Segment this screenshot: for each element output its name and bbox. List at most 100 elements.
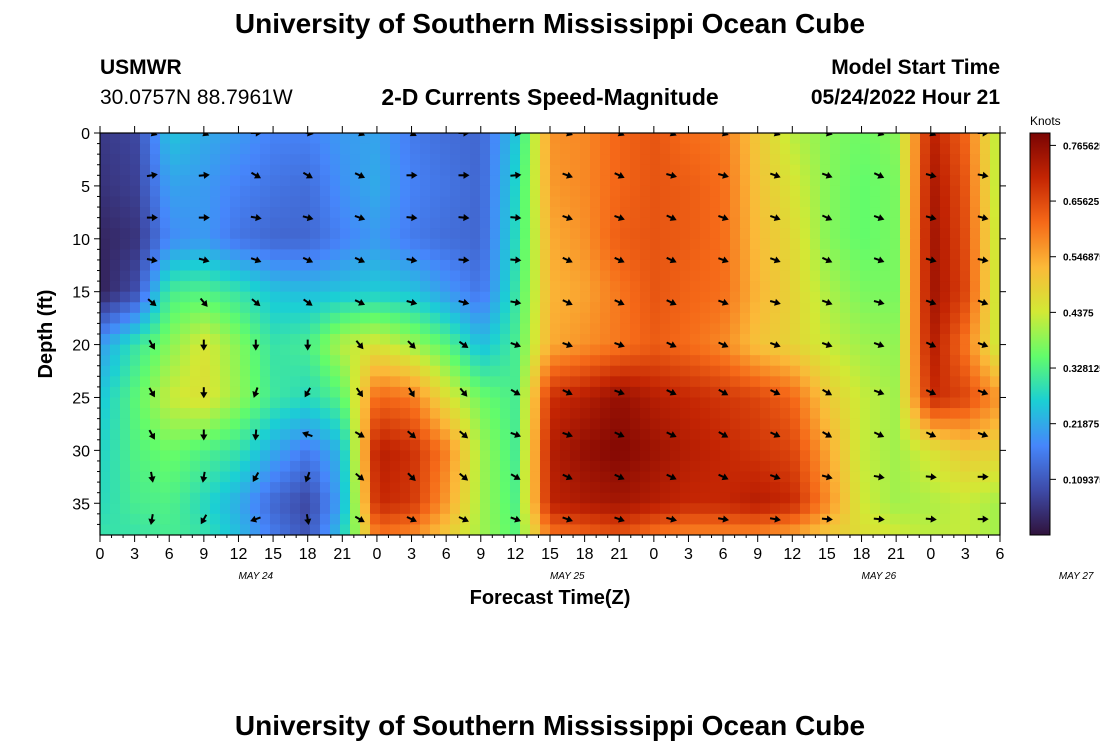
heatmap-cell <box>590 270 601 282</box>
heatmap-cell <box>470 175 481 187</box>
current-arrow <box>821 515 833 523</box>
heatmap-cell <box>410 270 421 282</box>
heatmap-cell <box>230 376 241 388</box>
heatmap-cell <box>850 344 861 356</box>
heatmap-cell <box>940 175 951 187</box>
heatmap-cell <box>340 408 351 420</box>
heatmap-cell <box>440 249 451 261</box>
heatmap-cell <box>990 185 1000 198</box>
heatmap-cell <box>380 312 391 325</box>
heatmap-cell <box>220 238 231 250</box>
heatmap-cell <box>650 228 661 240</box>
heatmap-cell <box>710 249 721 261</box>
heatmap-cell <box>100 154 111 166</box>
heatmap-cell <box>680 154 691 166</box>
heatmap-cell <box>730 471 741 483</box>
heatmap-cell <box>390 323 401 335</box>
heatmap-cell <box>940 312 951 325</box>
heatmap-cell <box>580 207 591 219</box>
heatmap-cell <box>780 291 791 303</box>
heatmap-cell <box>860 513 871 526</box>
heatmap-cell <box>220 270 231 282</box>
heatmap-cell <box>470 365 481 377</box>
heatmap-cell <box>900 323 911 335</box>
heatmap-cell <box>290 164 301 176</box>
heatmap-cell <box>810 228 821 240</box>
heatmap-cell <box>380 513 391 526</box>
heatmap-cell <box>790 513 801 526</box>
heatmap-cell <box>750 376 761 388</box>
heatmap-cell <box>550 281 561 293</box>
heatmap-cell <box>800 439 811 451</box>
current-arrow <box>354 214 366 221</box>
heatmap-cell <box>290 344 301 356</box>
heatmap-cell <box>950 228 961 240</box>
heatmap-cell <box>870 207 881 219</box>
heatmap-cell <box>340 302 351 314</box>
heatmap-cell <box>990 323 1000 335</box>
heatmap-cell <box>180 460 191 473</box>
heatmap-cell <box>550 249 561 261</box>
heatmap-cell <box>910 302 921 314</box>
heatmap-cell <box>500 270 511 282</box>
heatmap-cell <box>710 355 721 367</box>
heatmap-cell <box>970 185 981 198</box>
x-tick-label: 6 <box>165 546 174 563</box>
heatmap-cell <box>430 397 441 409</box>
heatmap-cell <box>810 408 821 420</box>
heatmap-cell <box>150 386 161 399</box>
heatmap-cell <box>610 175 621 187</box>
heatmap-cell <box>970 175 981 187</box>
heatmap-cell <box>230 471 241 483</box>
heatmap-cell <box>390 281 401 293</box>
heatmap-cell <box>440 429 451 441</box>
heatmap-cell <box>330 238 341 250</box>
heatmap-cell <box>100 365 111 377</box>
heatmap-cell <box>220 323 231 335</box>
heatmap-cell <box>680 408 691 420</box>
heatmap-cell <box>520 196 531 208</box>
x-tick-label: 6 <box>719 546 728 563</box>
heatmap-cell <box>710 344 721 356</box>
heatmap-cell <box>770 376 781 388</box>
heatmap-cell <box>600 439 611 451</box>
heatmap-cell <box>960 154 971 166</box>
heatmap-cell <box>880 450 891 462</box>
heatmap-cell <box>600 344 611 356</box>
heatmap-cell <box>540 270 551 282</box>
heatmap-cell <box>170 503 181 515</box>
heatmap-cell <box>310 397 321 409</box>
heatmap-cell <box>910 471 921 483</box>
heatmap-cell <box>510 365 521 377</box>
heatmap-cell <box>970 429 981 441</box>
heatmap-cell <box>830 503 841 515</box>
heatmap-cell <box>640 513 651 526</box>
heatmap-cell <box>560 408 571 420</box>
current-arrow <box>406 298 418 306</box>
heatmap-cell <box>190 503 201 515</box>
heatmap-cell <box>610 386 621 399</box>
heatmap-cell <box>470 238 481 250</box>
heatmap-cell <box>660 355 671 367</box>
heatmap-cell <box>180 471 191 483</box>
heatmap-cell <box>620 524 631 535</box>
heatmap-cell <box>770 503 781 515</box>
heatmap-cell <box>750 450 761 462</box>
heatmap-cell <box>140 450 151 462</box>
heatmap-cell <box>380 365 391 377</box>
heatmap-cell <box>230 133 241 145</box>
heatmap-cell <box>580 355 591 367</box>
heatmap-cell <box>940 281 951 293</box>
heatmap-cell <box>300 249 311 261</box>
heatmap-cell <box>680 291 691 303</box>
heatmap-cell <box>240 418 251 430</box>
heatmap-cell <box>760 460 771 473</box>
heatmap-cell <box>980 164 991 176</box>
heatmap-cell <box>540 175 551 187</box>
heatmap-cell <box>620 270 631 282</box>
heatmap-cell <box>230 429 241 441</box>
heatmap-cell <box>630 408 641 420</box>
heatmap-cell <box>500 397 511 409</box>
heatmap-cell <box>460 259 471 272</box>
heatmap-cell <box>390 513 401 526</box>
